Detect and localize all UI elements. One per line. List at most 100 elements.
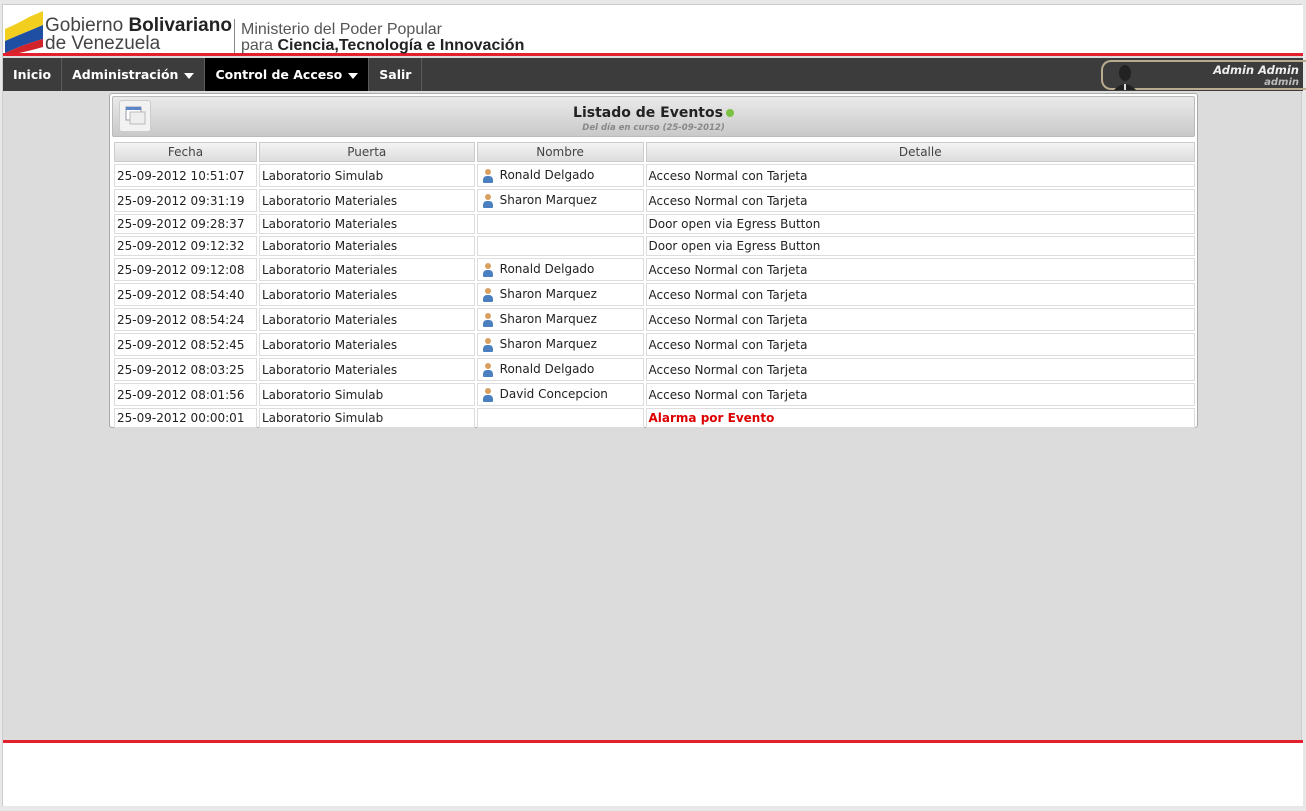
cell-puerta-text: Laboratorio Materiales — [261, 239, 398, 253]
cell-puerta-text: Laboratorio Simulab — [261, 387, 384, 402]
panel-header: Listado de Eventos Del día en curso (25-… — [112, 96, 1195, 137]
cell-fecha-text: 25-09-2012 09:31:19 — [117, 193, 245, 208]
user-icon — [482, 363, 494, 377]
cell-detalle-text: Alarma por Evento — [648, 411, 775, 425]
cell-puerta-text: Laboratorio Materiales — [261, 193, 398, 208]
cell-fecha-text: 25-09-2012 08:54:24 — [117, 312, 245, 327]
user-box[interactable]: Admin Admin admin — [1101, 60, 1306, 90]
cell-detalle-text: Acceso Normal con Tarjeta — [648, 168, 808, 183]
cell-detalle: Door open via Egress Button — [645, 214, 1195, 234]
cell-detalle-text: Door open via Egress Button — [648, 217, 821, 231]
cell-detalle: Acceso Normal con Tarjeta — [645, 308, 1195, 331]
cell-detalle: Alarma por Evento — [645, 408, 1195, 428]
cell-detalle-text: Acceso Normal con Tarjeta — [648, 262, 808, 277]
nav-salir[interactable]: Salir — [369, 58, 423, 91]
cell-nombre-text: David Concepcion — [499, 387, 608, 401]
venezuela-flag-logo — [5, 11, 43, 53]
cell-puerta: Laboratorio Materiales — [258, 308, 475, 331]
cell-detalle-text: Acceso Normal con Tarjeta — [648, 287, 808, 302]
cell-fecha: 25-09-2012 09:12:32 — [114, 236, 257, 256]
cell-nombre — [476, 236, 644, 256]
nav-inicio[interactable]: Inicio — [3, 58, 63, 91]
cell-detalle-text: Door open via Egress Button — [648, 239, 821, 253]
table-row[interactable]: 25-09-2012 09:12:08 Laboratorio Materiale… — [114, 258, 1195, 281]
chevron-down-icon — [348, 72, 359, 79]
nav-control-de-acceso[interactable]: Control de Acceso — [205, 58, 370, 91]
cell-nombre-text: Sharon Marquez — [499, 193, 597, 207]
cell-detalle: Acceso Normal con Tarjeta — [645, 258, 1195, 281]
table-row[interactable]: 25-09-2012 08:01:56 Laboratorio Simulab Da… — [114, 383, 1195, 406]
column-header-fecha[interactable]: Fecha — [114, 142, 257, 162]
user-icon — [482, 388, 494, 402]
cell-puerta: Laboratorio Materiales — [258, 258, 475, 281]
cell-puerta: Laboratorio Simulab — [258, 164, 475, 187]
cell-detalle: Acceso Normal con Tarjeta — [645, 358, 1195, 381]
events-table: Fecha Puerta Nombre Detalle 25-09-2012 1… — [112, 140, 1197, 430]
table-row[interactable]: 25-09-2012 08:52:45 Laboratorio Materiale… — [114, 333, 1195, 356]
table-row[interactable]: 25-09-2012 08:03:25 Laboratorio Materiale… — [114, 358, 1195, 381]
status-dot-icon — [725, 109, 734, 117]
cell-puerta-text: Laboratorio Materiales — [261, 217, 398, 231]
table-row[interactable]: 25-09-2012 10:51:07 Laboratorio Simulab Ro… — [114, 164, 1195, 187]
cell-puerta: Laboratorio Materiales — [258, 189, 475, 212]
table-row[interactable]: 25-09-2012 09:12:32 Laboratorio Materiale… — [114, 236, 1195, 256]
user-avatar-icon — [1114, 65, 1136, 90]
cell-fecha-text: 25-09-2012 08:54:40 — [117, 287, 245, 302]
cell-detalle-text: Acceso Normal con Tarjeta — [648, 337, 808, 352]
table-row[interactable]: 25-09-2012 00:00:01 Laboratorio Simulab Al… — [114, 408, 1195, 428]
cell-nombre-text: Sharon Marquez — [499, 287, 597, 301]
government-name: Gobierno Bolivariano de Venezuela — [45, 15, 232, 54]
table-row[interactable]: 25-09-2012 08:54:24 Laboratorio Materiale… — [114, 308, 1195, 331]
cell-puerta-text: Laboratorio Materiales — [261, 312, 398, 327]
cell-detalle-text: Acceso Normal con Tarjeta — [648, 193, 808, 208]
cell-puerta-text: Laboratorio Materiales — [261, 362, 398, 377]
cell-fecha: 25-09-2012 08:01:56 — [114, 383, 257, 406]
user-icon — [482, 194, 494, 208]
table-row[interactable]: 25-09-2012 09:31:19 Laboratorio Materiale… — [114, 189, 1195, 212]
footer — [3, 740, 1303, 806]
cell-puerta: Laboratorio Materiales — [258, 333, 475, 356]
page-frame: Gobierno Bolivariano de Venezuela Ministe… — [2, 4, 1306, 806]
cell-fecha-text: 25-09-2012 09:12:08 — [117, 262, 245, 277]
table-row[interactable]: 25-09-2012 08:54:40 Laboratorio Materiale… — [114, 283, 1195, 306]
cell-fecha: 25-09-2012 09:28:37 — [114, 214, 257, 234]
user-icon — [482, 313, 494, 327]
cell-puerta: Laboratorio Materiales — [258, 236, 475, 256]
cell-detalle: Door open via Egress Button — [645, 236, 1195, 256]
user-login: admin — [1264, 77, 1299, 88]
cell-detalle-text: Acceso Normal con Tarjeta — [648, 387, 808, 402]
cell-puerta: Laboratorio Materiales — [258, 358, 475, 381]
cell-fecha-text: 25-09-2012 08:52:45 — [117, 337, 245, 352]
cell-nombre — [476, 408, 644, 428]
cell-detalle: Acceso Normal con Tarjeta — [645, 383, 1195, 406]
cell-detalle-text: Acceso Normal con Tarjeta — [648, 362, 808, 377]
cell-puerta-text: Laboratorio Materiales — [261, 262, 398, 277]
user-icon — [482, 338, 494, 352]
column-header-puerta[interactable]: Puerta — [258, 142, 475, 162]
cell-fecha-text: 25-09-2012 08:01:56 — [117, 387, 245, 402]
cell-nombre: Sharon Marquez — [476, 333, 644, 356]
table-row[interactable]: 25-09-2012 09:28:37 Laboratorio Materiale… — [114, 214, 1195, 234]
cell-detalle-text: Acceso Normal con Tarjeta — [648, 312, 808, 327]
cell-nombre — [476, 214, 644, 234]
cell-nombre: Sharon Marquez — [476, 189, 644, 212]
cell-puerta: Laboratorio Materiales — [258, 214, 475, 234]
cell-puerta-text: Laboratorio Simulab — [261, 168, 384, 183]
cell-nombre-text: Sharon Marquez — [499, 337, 597, 351]
cell-detalle: Acceso Normal con Tarjeta — [645, 189, 1195, 212]
column-header-nombre[interactable]: Nombre — [476, 142, 644, 162]
panel-subtitle: Del día en curso (25-09-2012) — [582, 123, 725, 133]
nav-administracion[interactable]: Administración — [62, 58, 206, 91]
cell-detalle: Acceso Normal con Tarjeta — [645, 164, 1195, 187]
cell-nombre-text: Sharon Marquez — [499, 312, 597, 326]
cell-nombre: Ronald Delgado — [476, 258, 644, 281]
window-icon[interactable] — [119, 100, 151, 132]
header-divider — [234, 19, 235, 53]
cell-nombre-text: Ronald Delgado — [499, 262, 595, 276]
user-name: Admin Admin — [1213, 63, 1299, 77]
cell-fecha: 25-09-2012 08:03:25 — [114, 358, 257, 381]
cell-nombre-text: Ronald Delgado — [499, 168, 595, 182]
cell-fecha-text: 25-09-2012 08:03:25 — [117, 362, 245, 377]
column-header-detalle[interactable]: Detalle — [645, 142, 1195, 162]
cell-fecha: 25-09-2012 09:12:08 — [114, 258, 257, 281]
